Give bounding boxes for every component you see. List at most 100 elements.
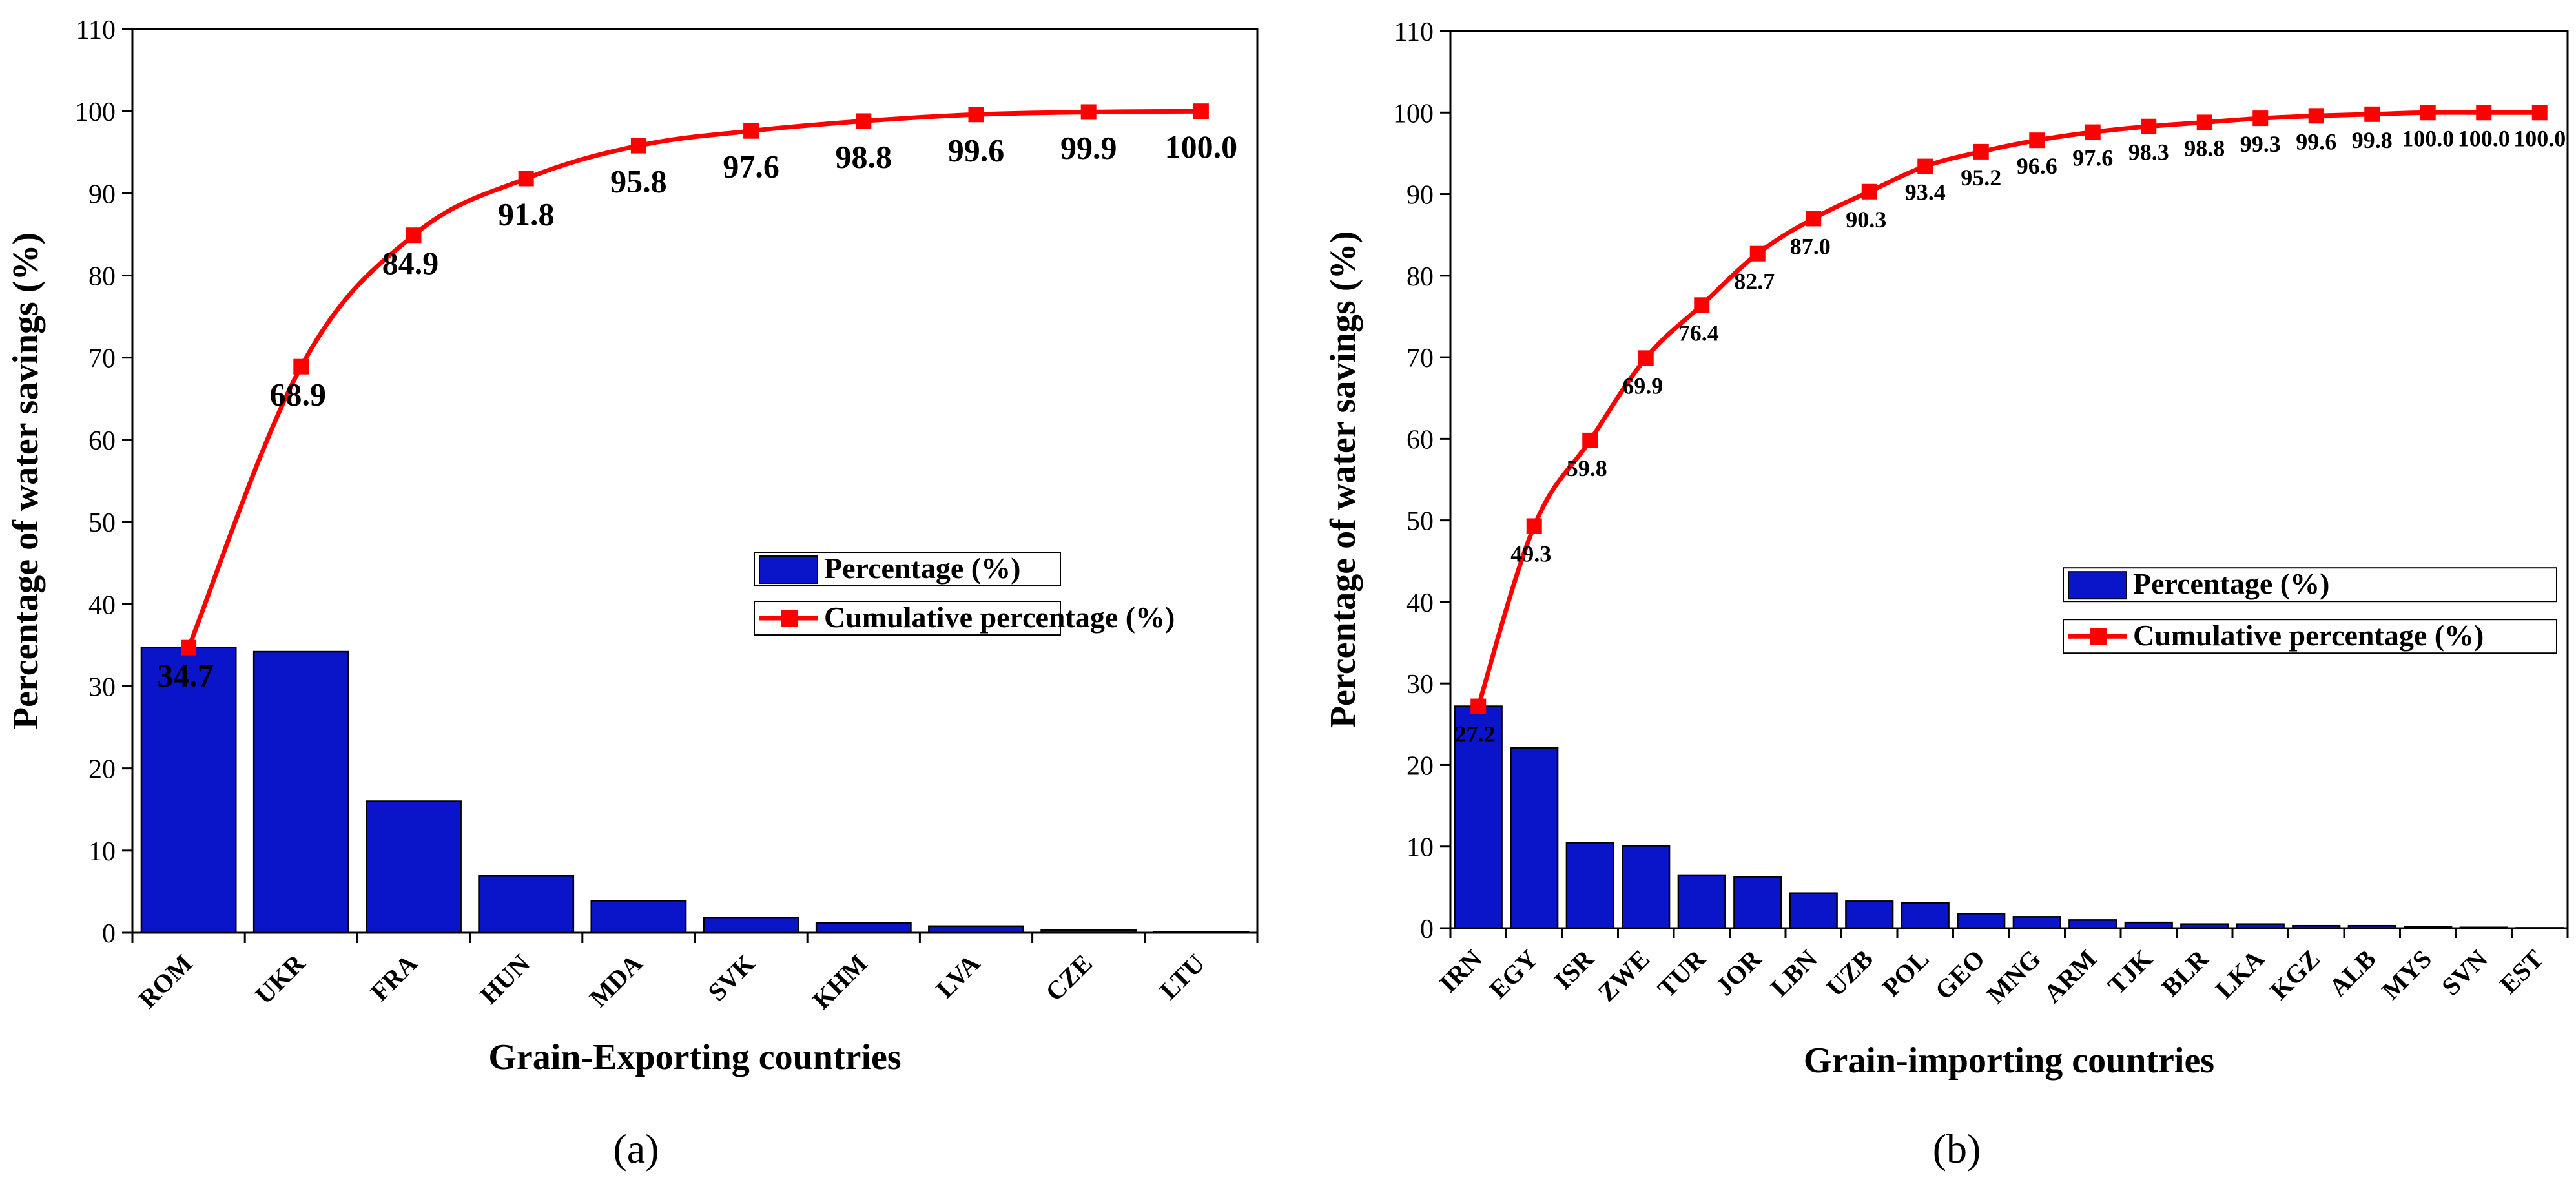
cumulative-data-label: 99.8 bbox=[2352, 127, 2393, 153]
cumulative-data-label: 93.4 bbox=[1905, 180, 1946, 205]
bar-ltu bbox=[1153, 931, 1250, 934]
bar-zwe bbox=[1622, 845, 1671, 929]
legend-bar-swatch bbox=[2068, 571, 2127, 600]
cumulative-marker-khm bbox=[856, 113, 872, 129]
cumulative-data-label: 59.8 bbox=[1567, 455, 1607, 481]
bar-rom bbox=[140, 647, 237, 934]
y-tick-label: 60 bbox=[1406, 425, 1434, 455]
bar-hun bbox=[478, 875, 575, 934]
y-tick-label: 100 bbox=[1393, 99, 1434, 129]
cumulative-data-label: 91.8 bbox=[498, 196, 555, 232]
x-tick-label: EGY bbox=[1483, 944, 1543, 1004]
y-axis-title: Percentage of water savings (%) bbox=[6, 233, 46, 729]
x-tick-label: ALB bbox=[2324, 944, 2382, 1002]
x-tick-label: SVN bbox=[2436, 944, 2493, 1001]
cumulative-marker-mda bbox=[630, 138, 646, 154]
cumulative-marker-irn bbox=[1470, 698, 1487, 714]
cumulative-marker-tjk bbox=[2141, 118, 2157, 134]
cumulative-data-label: 84.9 bbox=[382, 245, 439, 281]
cumulative-data-label: 97.6 bbox=[2072, 145, 2113, 171]
bar-mng bbox=[2012, 916, 2061, 929]
plot-frame bbox=[1449, 30, 2569, 929]
cumulative-data-label: 100.0 bbox=[2402, 125, 2454, 151]
x-tick-label: SVK bbox=[702, 949, 760, 1007]
x-tick-label: IRN bbox=[1434, 944, 1488, 998]
y-tick-label: 110 bbox=[76, 16, 116, 45]
x-tick-label: ARM bbox=[2038, 944, 2102, 1008]
cumulative-marker-ltu bbox=[1193, 103, 1209, 119]
legend: Percentage (%) Cumulative percentage (%) bbox=[749, 541, 1175, 639]
legend-row-frame bbox=[754, 552, 1061, 587]
y-axis-title: Percentage of water savings (%) bbox=[1323, 231, 1363, 728]
y-tick-label: 0 bbox=[102, 919, 116, 949]
x-tick-label: ZWE bbox=[1592, 944, 1655, 1008]
x-tick-label: TJK bbox=[2102, 944, 2158, 1001]
y-tick-label: 70 bbox=[88, 344, 116, 374]
y-tick-label: 110 bbox=[1394, 17, 1434, 47]
x-tick-label: MYS bbox=[2376, 944, 2437, 1006]
x-tick-label: LTU bbox=[1154, 949, 1210, 1005]
cumulative-data-label: 95.8 bbox=[610, 163, 667, 200]
x-tick-label: UZB bbox=[1820, 944, 1879, 1002]
cumulative-marker-hun bbox=[518, 171, 534, 187]
cumulative-marker-jor bbox=[1749, 245, 1766, 262]
cumulative-data-label: 95.2 bbox=[1961, 165, 2001, 191]
y-tick-label: 10 bbox=[1406, 833, 1434, 863]
y-tick-label: 70 bbox=[1406, 344, 1434, 373]
bar-mys bbox=[2404, 926, 2453, 929]
panel-label: (b) bbox=[1933, 1126, 1981, 1172]
x-tick-label: MNG bbox=[1981, 944, 2046, 1010]
x-tick-label: BLR bbox=[2156, 944, 2214, 1002]
x-axis-title: Grain-importing countries bbox=[1804, 1041, 2214, 1081]
y-tick-label: 40 bbox=[88, 590, 116, 620]
bar-blr bbox=[2180, 923, 2229, 929]
y-tick-label: 40 bbox=[1406, 588, 1434, 618]
legend-bar-swatch bbox=[759, 555, 818, 585]
cumulative-data-label: 99.3 bbox=[2240, 131, 2281, 157]
cumulative-data-label: 99.9 bbox=[1060, 129, 1117, 165]
cumulative-marker-lva bbox=[968, 107, 984, 123]
y-tick-label: 20 bbox=[88, 755, 116, 785]
y-tick-label: 60 bbox=[88, 426, 116, 456]
y-tick-label: 80 bbox=[88, 262, 116, 292]
cumulative-data-label: 90.3 bbox=[1846, 207, 1886, 233]
bar-tjk bbox=[2124, 921, 2173, 929]
x-tick-label: EST bbox=[2494, 944, 2550, 999]
legend-row-frame bbox=[2063, 619, 2557, 654]
bar-jor bbox=[1733, 876, 1782, 929]
cumulative-marker-isr bbox=[1582, 432, 1598, 448]
cumulative-marker-zwe bbox=[1638, 350, 1654, 366]
legend-label-cumulative: Cumulative percentage (%) bbox=[824, 601, 1175, 634]
legend-label-percentage: Percentage (%) bbox=[824, 552, 1020, 585]
bar-lva bbox=[928, 925, 1024, 934]
y-tick-label: 0 bbox=[1420, 915, 1434, 944]
x-tick-label: TUR bbox=[1652, 944, 1711, 1003]
chart-panel-a: 0 10 20 30 40 50 60 70 80 90 100 110 ROM UKR FRA HUN MDA… bbox=[6, 16, 1259, 1172]
x-tick-label: FRA bbox=[365, 948, 423, 1006]
x-tick-label: POL bbox=[1877, 944, 1935, 1002]
bar-khm bbox=[815, 922, 912, 934]
legend-row-frame bbox=[754, 601, 1061, 636]
cumulative-marker-ukr bbox=[293, 358, 309, 375]
cumulative-marker-fra bbox=[406, 227, 422, 244]
x-tick-label: LVA bbox=[931, 948, 985, 1003]
cumulative-data-label: 96.6 bbox=[2017, 153, 2057, 179]
cumulative-marker-blr bbox=[2196, 114, 2212, 130]
cumulative-marker-pol bbox=[1917, 158, 1933, 174]
cumulative-marker-est bbox=[2531, 105, 2548, 121]
cumulative-data-label: 76.4 bbox=[1678, 320, 1719, 346]
cumulative-marker-rom bbox=[181, 639, 197, 656]
x-tick-label: HUN bbox=[474, 948, 535, 1010]
x-tick-label: LKA bbox=[2209, 944, 2269, 1004]
cumulative-line bbox=[1476, 110, 2540, 707]
bar-irn bbox=[1454, 705, 1503, 929]
bar-lbn bbox=[1789, 892, 1838, 929]
x-tick-label: KGZ bbox=[2264, 944, 2325, 1006]
cumulative-marker-mys bbox=[2420, 105, 2436, 121]
y-tick-label: 30 bbox=[1406, 670, 1434, 700]
x-tick-label: ROM bbox=[133, 949, 198, 1014]
x-tick-label: KHM bbox=[807, 949, 873, 1015]
bar-isr bbox=[1565, 842, 1614, 929]
